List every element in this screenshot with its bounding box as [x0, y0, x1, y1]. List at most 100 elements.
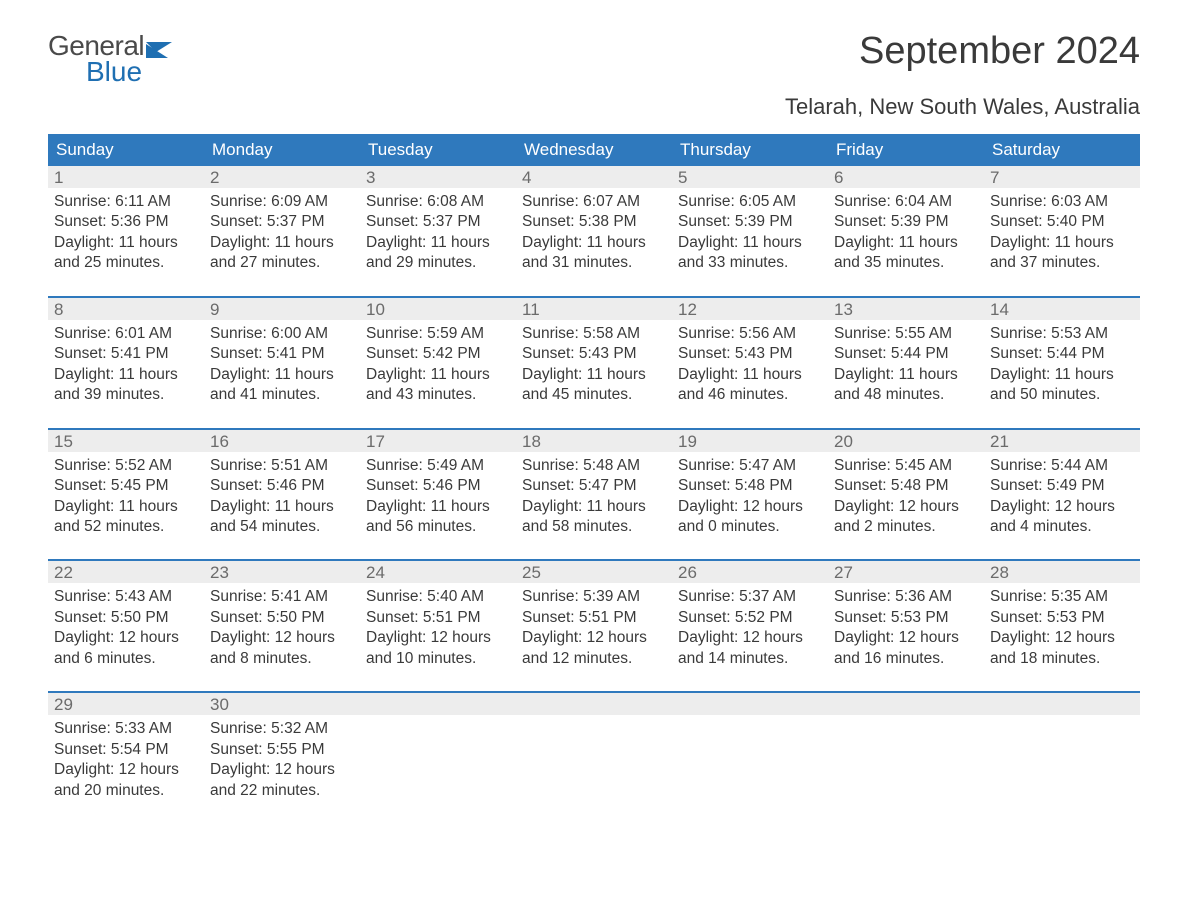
- day-number: 17: [360, 430, 516, 452]
- day-number: 4: [516, 166, 672, 188]
- day-number: 8: [48, 298, 204, 320]
- day-cell: Sunrise: 6:04 AMSunset: 5:39 PMDaylight:…: [828, 188, 984, 284]
- sunrise-line: Sunrise: 5:55 AM: [834, 325, 952, 342]
- daylight-line: Daylight: 11 hours and 41 minutes.: [210, 366, 334, 403]
- daylight-line: Daylight: 11 hours and 37 minutes.: [990, 234, 1114, 271]
- day-number: 26: [672, 561, 828, 583]
- sunset-line: Sunset: 5:49 PM: [990, 477, 1105, 494]
- day-header-wed: Wednesday: [516, 134, 672, 166]
- day-cell: [516, 715, 672, 811]
- day-number: 10: [360, 298, 516, 320]
- day-cell: Sunrise: 5:45 AMSunset: 5:48 PMDaylight:…: [828, 452, 984, 548]
- day-cell: Sunrise: 6:09 AMSunset: 5:37 PMDaylight:…: [204, 188, 360, 284]
- day-cell: [984, 715, 1140, 811]
- daylight-line: Daylight: 12 hours and 20 minutes.: [54, 761, 179, 798]
- sunrise-line: Sunrise: 5:52 AM: [54, 457, 172, 474]
- day-number: [672, 693, 828, 715]
- location-text: Telarah, New South Wales, Australia: [48, 94, 1140, 120]
- day-cell: Sunrise: 5:47 AMSunset: 5:48 PMDaylight:…: [672, 452, 828, 548]
- day-header-sun: Sunday: [48, 134, 204, 166]
- day-cell: Sunrise: 5:36 AMSunset: 5:53 PMDaylight:…: [828, 583, 984, 679]
- day-cell: Sunrise: 5:39 AMSunset: 5:51 PMDaylight:…: [516, 583, 672, 679]
- day-header-thu: Thursday: [672, 134, 828, 166]
- day-cell: Sunrise: 5:55 AMSunset: 5:44 PMDaylight:…: [828, 320, 984, 416]
- daylight-line: Daylight: 12 hours and 22 minutes.: [210, 761, 335, 798]
- day-header-row: Sunday Monday Tuesday Wednesday Thursday…: [48, 134, 1140, 166]
- daylight-line: Daylight: 12 hours and 4 minutes.: [990, 498, 1115, 535]
- sunset-line: Sunset: 5:41 PM: [54, 345, 169, 362]
- day-cell: Sunrise: 5:48 AMSunset: 5:47 PMDaylight:…: [516, 452, 672, 548]
- day-cell: Sunrise: 6:00 AMSunset: 5:41 PMDaylight:…: [204, 320, 360, 416]
- day-cell: Sunrise: 5:32 AMSunset: 5:55 PMDaylight:…: [204, 715, 360, 811]
- daynum-row: 891011121314: [48, 298, 1140, 320]
- sunrise-line: Sunrise: 6:09 AM: [210, 193, 328, 210]
- sunset-line: Sunset: 5:51 PM: [366, 609, 481, 626]
- sunrise-line: Sunrise: 5:48 AM: [522, 457, 640, 474]
- sunrise-line: Sunrise: 6:05 AM: [678, 193, 796, 210]
- daylight-line: Daylight: 11 hours and 35 minutes.: [834, 234, 958, 271]
- sunset-line: Sunset: 5:53 PM: [990, 609, 1105, 626]
- sunrise-line: Sunrise: 5:53 AM: [990, 325, 1108, 342]
- day-number: 30: [204, 693, 360, 715]
- sunrise-line: Sunrise: 5:45 AM: [834, 457, 952, 474]
- sunset-line: Sunset: 5:40 PM: [990, 213, 1105, 230]
- sunrise-line: Sunrise: 6:07 AM: [522, 193, 640, 210]
- day-header-tue: Tuesday: [360, 134, 516, 166]
- daylight-line: Daylight: 11 hours and 54 minutes.: [210, 498, 334, 535]
- daylight-line: Daylight: 11 hours and 43 minutes.: [366, 366, 490, 403]
- sunset-line: Sunset: 5:55 PM: [210, 741, 325, 758]
- day-cell: Sunrise: 6:03 AMSunset: 5:40 PMDaylight:…: [984, 188, 1140, 284]
- header: General Blue September 2024: [48, 30, 1140, 88]
- flag-icon: [144, 40, 174, 62]
- day-cell: Sunrise: 5:58 AMSunset: 5:43 PMDaylight:…: [516, 320, 672, 416]
- sunset-line: Sunset: 5:47 PM: [522, 477, 637, 494]
- day-number: 5: [672, 166, 828, 188]
- week-block: 22232425262728 Sunrise: 5:43 AM Sunset: 5:…: [48, 559, 1140, 679]
- day-number: 14: [984, 298, 1140, 320]
- day-number: 27: [828, 561, 984, 583]
- day-cell: Sunrise: 5:33 AMSunset: 5:54 PMDaylight:…: [48, 715, 204, 811]
- day-number: 2: [204, 166, 360, 188]
- day-number: 21: [984, 430, 1140, 452]
- daylight-line: Daylight: 12 hours and 2 minutes.: [834, 498, 959, 535]
- daylight-line: Daylight: 11 hours and 56 minutes.: [366, 498, 490, 535]
- daylight-line: Daylight: 11 hours and 48 minutes.: [834, 366, 958, 403]
- day-header-sat: Saturday: [984, 134, 1140, 166]
- sunrise-line: Sunrise: 5:39 AM: [522, 588, 640, 605]
- day-cell: Sunrise: 6:05 AMSunset: 5:39 PMDaylight:…: [672, 188, 828, 284]
- daylight-line: Daylight: 11 hours and 52 minutes.: [54, 498, 178, 535]
- week-block: 2930Sunrise: 5:33 AMSunset: 5:54 PMDayli…: [48, 691, 1140, 811]
- day-cell: Sunrise: 5:52 AM Sunset: 5:45 PM Daylight:…: [48, 452, 204, 548]
- daynum-row: 2930: [48, 693, 1140, 715]
- sunrise-line: Sunrise: 5:49 AM: [366, 457, 484, 474]
- sunset-line: Sunset: 5:48 PM: [678, 477, 793, 494]
- daynum-row: 22232425262728: [48, 561, 1140, 583]
- day-cell: [360, 715, 516, 811]
- sunset-line: Sunset: 5:43 PM: [678, 345, 793, 362]
- day-cell: Sunrise: 5:40 AMSunset: 5:51 PMDaylight:…: [360, 583, 516, 679]
- sunrise-line: Sunrise: 5:56 AM: [678, 325, 796, 342]
- sunrise-line: Sunrise: 5:43 AM: [54, 588, 172, 605]
- daylight-line: Daylight: 12 hours and 10 minutes.: [366, 629, 491, 666]
- day-number: 29: [48, 693, 204, 715]
- sunset-line: Sunset: 5:43 PM: [522, 345, 637, 362]
- daydata-row: Sunrise: 5:52 AM Sunset: 5:45 PM Daylight:…: [48, 452, 1140, 548]
- day-number: 3: [360, 166, 516, 188]
- sunrise-line: Sunrise: 6:00 AM: [210, 325, 328, 342]
- sunset-line: Sunset: 5:44 PM: [990, 345, 1105, 362]
- sunrise-line: Sunrise: 6:08 AM: [366, 193, 484, 210]
- sunset-line: Sunset: 5:45 PM: [54, 477, 169, 494]
- sunrise-line: Sunrise: 5:35 AM: [990, 588, 1108, 605]
- daynum-row: 15161718192021: [48, 430, 1140, 452]
- sunset-line: Sunset: 5:50 PM: [54, 609, 169, 626]
- day-number: 11: [516, 298, 672, 320]
- day-cell: Sunrise: 5:51 AMSunset: 5:46 PMDaylight:…: [204, 452, 360, 548]
- daylight-line: Daylight: 12 hours and 12 minutes.: [522, 629, 647, 666]
- daylight-line: Daylight: 12 hours and 0 minutes.: [678, 498, 803, 535]
- weeks-container: 1234567Sunrise: 6:11 AMSunset: 5:36 PMDa…: [48, 166, 1140, 811]
- day-header-mon: Monday: [204, 134, 360, 166]
- sunset-line: Sunset: 5:46 PM: [210, 477, 325, 494]
- sunrise-line: Sunrise: 5:44 AM: [990, 457, 1108, 474]
- sunrise-line: Sunrise: 5:58 AM: [522, 325, 640, 342]
- sunset-line: Sunset: 5:52 PM: [678, 609, 793, 626]
